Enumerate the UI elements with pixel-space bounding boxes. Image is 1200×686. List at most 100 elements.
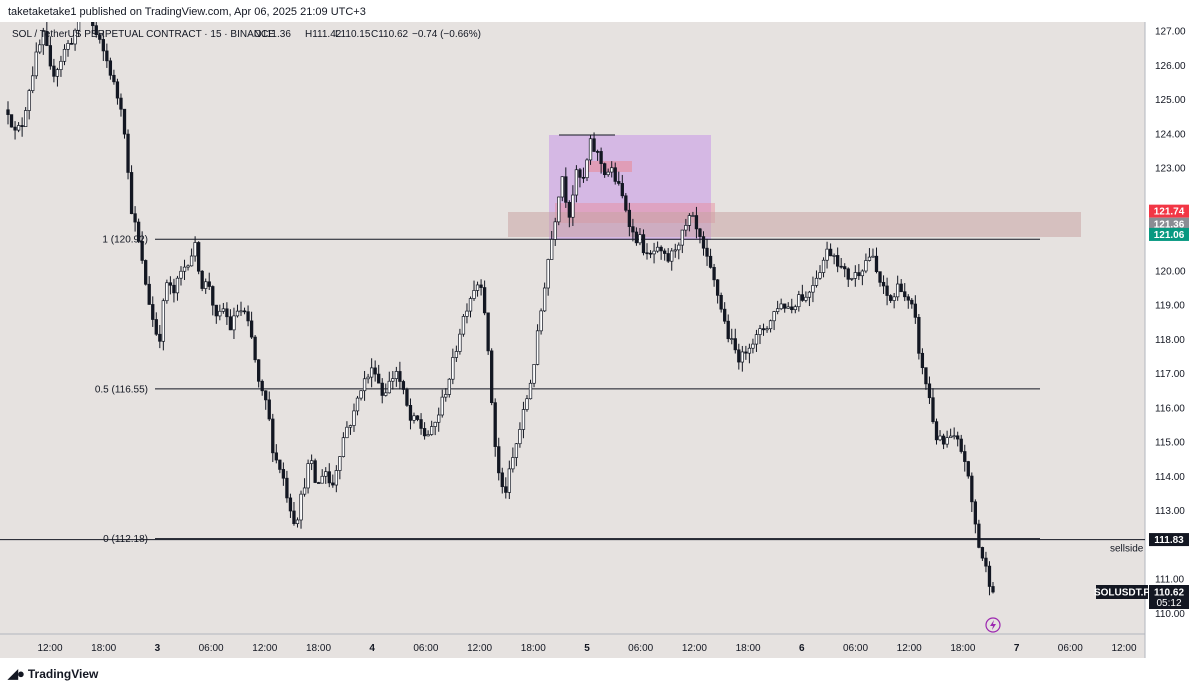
supply-zone	[508, 212, 1081, 237]
time-tick-label: 6	[799, 643, 805, 654]
candle-body	[800, 294, 805, 301]
candle-body	[864, 260, 868, 272]
candle-body	[412, 415, 416, 421]
legend-low: L110.15	[335, 29, 371, 40]
candle-body	[447, 378, 451, 395]
candle-body	[606, 171, 610, 176]
candle-body	[140, 241, 144, 261]
candle-body	[871, 255, 875, 258]
candle-body	[437, 414, 441, 423]
candle-body	[246, 311, 250, 322]
candle-body	[567, 201, 571, 218]
candle-body	[945, 437, 949, 445]
candle-body	[249, 320, 254, 338]
candle-body	[948, 435, 953, 439]
candle-body	[161, 300, 165, 342]
price-tick-label: 114.00	[1155, 472, 1185, 483]
candle-body	[740, 351, 744, 363]
candle-body	[59, 60, 63, 70]
time-tick-label: 12:00	[467, 643, 492, 654]
candle-body	[320, 475, 324, 484]
candle-body	[610, 167, 614, 173]
price-chart[interactable]: 1 (120.92)0.5 (116.55)0 (112.18) sellsid…	[0, 22, 1200, 660]
candle-body	[458, 333, 462, 352]
candle-body	[309, 460, 314, 464]
chart-background	[0, 22, 1145, 658]
candle-body	[751, 343, 755, 349]
time-tick-label: 12:00	[37, 643, 62, 654]
candle-body	[172, 284, 176, 294]
candle-body	[557, 196, 561, 223]
candle-body	[638, 234, 642, 244]
price-tick-label: 124.00	[1155, 129, 1186, 140]
candle-body	[578, 169, 582, 178]
publisher-line: taketaketake1 published on TradingView.c…	[8, 6, 366, 18]
price-tick-label: 113.00	[1155, 506, 1185, 517]
candle-body	[235, 310, 240, 317]
candle-body	[479, 284, 483, 288]
candle-body	[595, 151, 600, 153]
candle-body	[546, 259, 550, 289]
candle-body	[881, 281, 886, 287]
candle-body	[126, 133, 130, 173]
red-block-upper	[588, 161, 632, 172]
candle-body	[663, 250, 667, 254]
candle-body	[885, 285, 889, 296]
candle-body	[214, 304, 218, 317]
candle-body	[384, 392, 388, 396]
candle-body	[655, 246, 660, 252]
candle-body	[924, 367, 928, 385]
candle-body	[553, 221, 557, 240]
candle-body	[744, 351, 748, 354]
candle-body	[497, 446, 501, 474]
time-tick-label: 5	[584, 643, 590, 654]
candle-body	[133, 213, 137, 223]
candle-body	[511, 457, 515, 470]
candle-body	[761, 328, 766, 331]
candle-body	[189, 255, 194, 267]
candle-body	[521, 409, 526, 430]
candle-body	[532, 364, 536, 384]
candle-body	[652, 250, 656, 255]
candle-body	[165, 282, 169, 302]
candle-body	[348, 425, 353, 428]
legend-open: O111.36	[254, 29, 291, 40]
fib-label: 0.5 (116.55)	[95, 384, 148, 395]
candle-body	[892, 296, 896, 301]
candle-body	[48, 45, 53, 67]
candle-body	[754, 334, 759, 345]
candle-body	[62, 48, 67, 62]
candle-body	[839, 265, 843, 268]
candle-body	[9, 114, 14, 128]
top-bar: taketaketake1 published on TradingView.c…	[0, 0, 1200, 22]
candle-body	[465, 310, 469, 317]
candle-body	[507, 468, 511, 493]
price-tick-label: 123.00	[1155, 164, 1186, 175]
price-tag-box	[1149, 227, 1189, 241]
price-axis[interactable]	[1145, 22, 1200, 658]
candle-body	[984, 557, 988, 567]
tradingview-logo[interactable]: ◢● TradingView	[8, 666, 98, 682]
candle-body	[966, 461, 970, 477]
candle-body	[913, 303, 917, 318]
candle-body	[422, 428, 427, 437]
candle-body	[715, 279, 720, 296]
legend-high: H111.42	[305, 29, 342, 40]
candle-body	[786, 306, 790, 309]
candle-body	[973, 501, 977, 525]
candle-body	[712, 267, 716, 281]
candle-body	[938, 435, 942, 441]
candle-body	[151, 304, 155, 320]
candle-body	[602, 163, 607, 176]
candle-body	[843, 266, 847, 270]
candle-body	[991, 586, 995, 593]
candle-body	[405, 389, 409, 406]
candle-body	[920, 352, 925, 369]
lightning-icon[interactable]	[985, 617, 1001, 633]
candle-body	[899, 283, 903, 293]
candle-body	[987, 565, 992, 587]
candle-body	[857, 272, 861, 277]
candle-body	[673, 249, 677, 252]
candle-body	[581, 176, 586, 179]
candle-body	[242, 310, 247, 313]
